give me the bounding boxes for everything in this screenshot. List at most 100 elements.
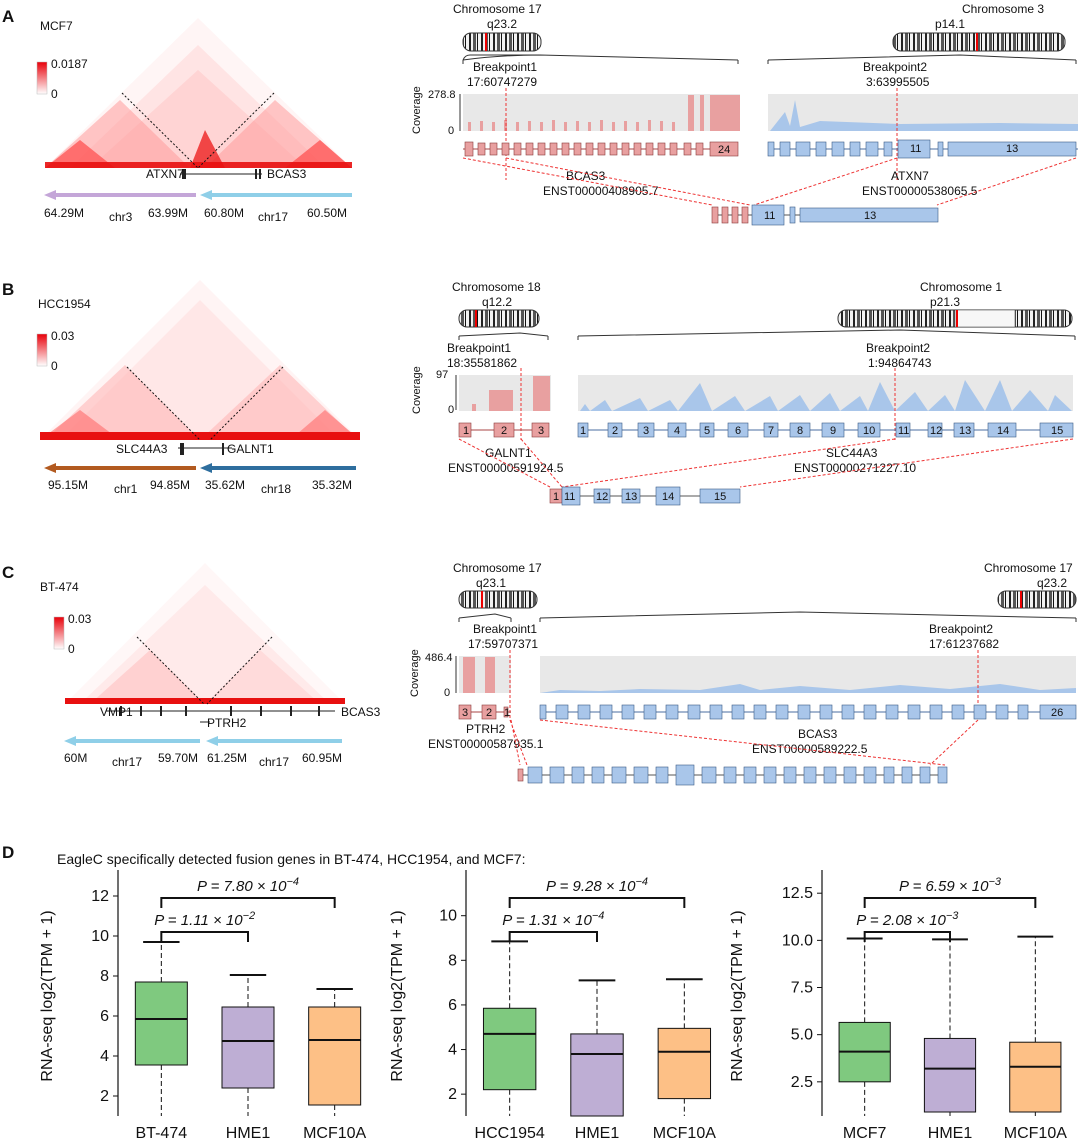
panel-label-c: C	[2, 563, 14, 582]
scale-min-c: 0	[68, 642, 75, 656]
box-MCF10A	[657, 978, 712, 1116]
coord-end-left-a: 63.99M	[148, 206, 188, 220]
gene-left-a: ATXN7	[146, 167, 184, 181]
scale-max-a: 0.0187	[51, 57, 88, 71]
hic-heatmap-c	[65, 563, 345, 705]
box-body	[308, 1006, 362, 1106]
p-value-label: P = 1.11 × 10−2	[154, 910, 255, 929]
box-HME1	[923, 938, 977, 1116]
scale-min-b: 0	[51, 359, 58, 373]
chrom1-band-c: q23.1	[476, 576, 506, 590]
left-exon-2-c: 2	[486, 707, 492, 719]
x-tick-label: MCF10A	[1004, 1125, 1067, 1142]
y-tick-label: 2	[100, 1088, 109, 1105]
significance-bracket: P = 2.08 × 10−3	[856, 910, 959, 942]
box-HME1	[221, 974, 275, 1116]
boxplot-charts: 2 4 6 8 10 12 RNA-seq log2(TPM + 1) BT-474 HME1 M…	[39, 870, 1067, 1142]
chrom2-name-c: Chromosome 17	[984, 561, 1073, 575]
fusion-exon-numbers-b: 1 11 12 13 14 15	[553, 491, 726, 503]
color-scale-c	[53, 616, 65, 650]
right-exon-26-c: 26	[1051, 707, 1063, 719]
tx2-id-a: ENST00000538065.5	[862, 184, 978, 198]
transcript-right-b	[577, 422, 1074, 438]
boxplot-1: 2 4 6 8 10 12 RNA-seq log2(TPM + 1) BT-474 HME1 M…	[39, 870, 367, 1142]
svg-text:10: 10	[863, 425, 875, 437]
coverage-area-right-c	[540, 684, 1076, 693]
gene-track-c	[106, 706, 335, 723]
box-body	[1009, 1041, 1062, 1113]
ideogram-chrom17-right-c	[997, 590, 1077, 609]
transcript-left-b	[458, 422, 550, 438]
coverage-max-c: 486.4	[425, 652, 453, 664]
p-value-label: P = 7.80 × 10−4	[197, 876, 299, 895]
coverage-bars-left-b	[472, 376, 550, 411]
svg-text:1: 1	[580, 425, 586, 437]
significance-bracket: P = 1.11 × 10−2	[154, 910, 255, 942]
coverage-area-right-b	[580, 380, 1072, 411]
coord-start-left-c: 60M	[64, 751, 87, 765]
box-HCC1954	[482, 940, 537, 1116]
y-tick-label: 10	[439, 908, 457, 925]
y-tick-label: 6	[448, 997, 457, 1014]
chrom-right-a: chr17	[258, 210, 288, 224]
exon-24-a: 24	[718, 144, 730, 156]
coord-start-left-b: 95.15M	[48, 478, 88, 492]
chrom2-band-a: p14.1	[935, 17, 965, 31]
y-tick-label: 2.5	[791, 1074, 813, 1091]
left-exon-2-b: 2	[501, 425, 507, 437]
chrom2-band-b: p21.3	[930, 295, 960, 309]
bp2-label-b: Breakpoint2	[866, 341, 930, 355]
chrom2-band-c: q23.2	[1037, 576, 1067, 590]
y-tick-label: 6	[100, 1008, 109, 1025]
svg-text:15: 15	[1051, 425, 1063, 437]
arrow-chr17-a	[200, 190, 352, 200]
bp1-label-a: Breakpoint1	[473, 60, 537, 74]
y-axis-label: RNA-seq log2(TPM + 1)	[39, 910, 56, 1081]
chrom-left-a: chr3	[109, 210, 133, 224]
svg-text:5: 5	[704, 425, 710, 437]
tx2-gene-c: BCAS3	[798, 727, 838, 741]
y-tick-label: 8	[448, 952, 457, 969]
p-value-label: P = 1.31 × 10−4	[502, 910, 604, 929]
ideogram-chrom17-a	[462, 32, 542, 52]
boxplot-2: 2 4 6 8 10 RNA-seq log2(TPM + 1) HCC1954 HME1 MC…	[389, 870, 716, 1142]
panel-d-title: EagleC specifically detected fusion gene…	[57, 851, 525, 867]
chrom1-band-b: q12.2	[482, 295, 512, 309]
tx1-id-a: ENST00000408905.7	[543, 184, 659, 198]
exon-11-a: 11	[910, 143, 921, 155]
panel-b: B HCC1954 0.03 0 SLC44A3 GALNT1 95.15M c…	[2, 280, 1076, 506]
gene-track-a	[180, 169, 262, 179]
y-tick-label: 10.0	[782, 932, 813, 949]
svg-text:1: 1	[553, 491, 559, 503]
left-exon-1-b: 1	[463, 425, 469, 437]
svg-text:14: 14	[662, 491, 674, 503]
bracket-line	[863, 897, 1037, 908]
chrom-left-c: chr17	[112, 755, 142, 769]
chrom1-name-c: Chromosome 17	[453, 561, 542, 575]
tx1-gene-c: PTRH2	[466, 722, 506, 736]
x-tick-label: MCF10A	[303, 1125, 366, 1142]
ideogram-chrom3-a	[892, 32, 1066, 52]
coverage-bars-left-a	[468, 95, 740, 131]
tx2-gene-b: SLC44A3	[826, 446, 878, 460]
chrom-left-b: chr1	[114, 482, 138, 496]
svg-text:9: 9	[830, 425, 836, 437]
cell-line-a: MCF7	[40, 19, 73, 33]
tx2-id-c: ENST00000589222.5	[752, 742, 868, 756]
x-tick-label: BT-474	[136, 1125, 188, 1142]
tx2-gene-a: ATXN7	[891, 169, 929, 183]
svg-text:15: 15	[714, 491, 726, 503]
svg-text:4: 4	[674, 425, 680, 437]
left-exon-1-c: 1	[504, 707, 510, 719]
fusion-transcript-b	[549, 486, 741, 506]
coverage-min-b: 0	[448, 404, 454, 416]
coord-start-right-b: 35.62M	[205, 478, 245, 492]
right-exon-numbers-b: 1 2 3 4 5 6 7 8 9 10 11 12 13 14 15	[580, 425, 1063, 437]
coord-end-right-c: 60.95M	[302, 751, 342, 765]
y-tick-label: 7.5	[791, 980, 813, 997]
transcript-left-c	[458, 704, 511, 720]
panel-d: D EagleC specifically detected fusion ge…	[2, 843, 525, 867]
chrom-right-b: chr18	[261, 482, 291, 496]
scale-max-b: 0.03	[51, 329, 75, 343]
coverage-bars-left-c	[463, 657, 495, 693]
